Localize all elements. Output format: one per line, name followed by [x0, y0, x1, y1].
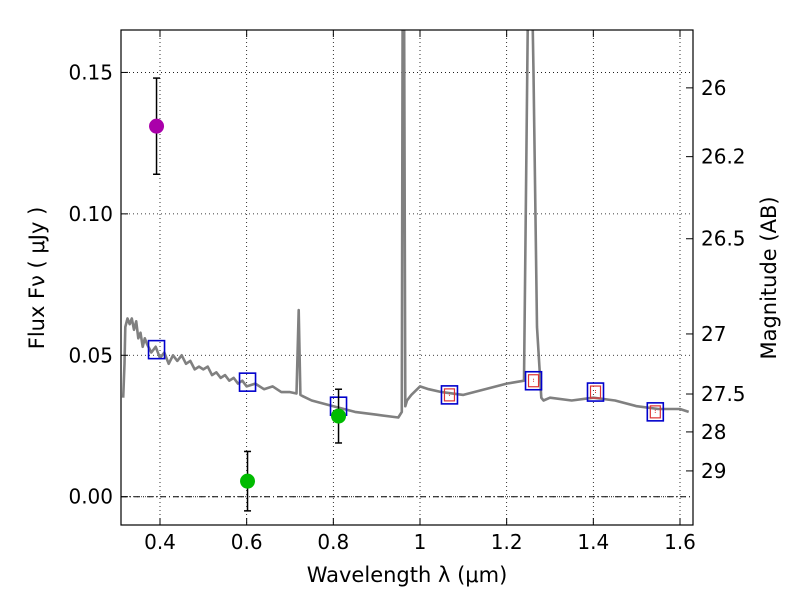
observed-flux-point	[240, 473, 256, 489]
y-tick-label: 0.10	[68, 202, 113, 226]
x-tick-label: 1.4	[577, 530, 609, 554]
model-photometry-square	[524, 370, 543, 391]
model-photometry-square	[646, 402, 665, 422]
x-tick-label: 0.8	[317, 530, 349, 554]
grid-lines	[121, 30, 693, 525]
sed-model-line	[121, 30, 690, 419]
mag-tick-label: 26.2	[701, 145, 746, 169]
model-photometry-square	[238, 372, 257, 392]
x-tick-label: 0.6	[231, 530, 263, 554]
upper-limit-square	[649, 405, 661, 419]
y-tick-label: 0.00	[68, 485, 113, 509]
observed-flux-point	[331, 408, 347, 424]
y2-axis-label: Magnitude (AB)	[757, 196, 781, 359]
observed-flux-point	[149, 118, 165, 134]
model-photometry-square	[586, 382, 605, 402]
y-axis-label: Flux Fν ( μJy )	[25, 207, 49, 350]
mag-tick-label: 26.5	[701, 227, 746, 251]
y-tick-label: 0.15	[68, 60, 113, 84]
upper-limit-square	[527, 374, 540, 388]
mag-tick-label: 27	[701, 322, 726, 346]
mag-tick-label: 28	[701, 420, 726, 444]
upper-limit-square	[443, 388, 456, 402]
plot-frame	[120, 29, 694, 526]
x-axis-label: Wavelength λ (μm)	[307, 563, 508, 587]
x-tick-label: 1.6	[664, 530, 696, 554]
model-photometry-square	[440, 385, 459, 405]
x-tick-label: 0.4	[144, 530, 176, 554]
upper-limit-square	[589, 385, 602, 399]
x-tick-label: 1.2	[491, 530, 523, 554]
mag-tick-label: 26	[701, 76, 726, 100]
mag-tick-label: 27.5	[701, 382, 746, 406]
model-photometry-square	[147, 339, 166, 360]
y-tick-label: 0.05	[68, 343, 113, 367]
mag-tick-label: 29	[701, 459, 726, 483]
x-tick-label: 1	[414, 530, 427, 554]
